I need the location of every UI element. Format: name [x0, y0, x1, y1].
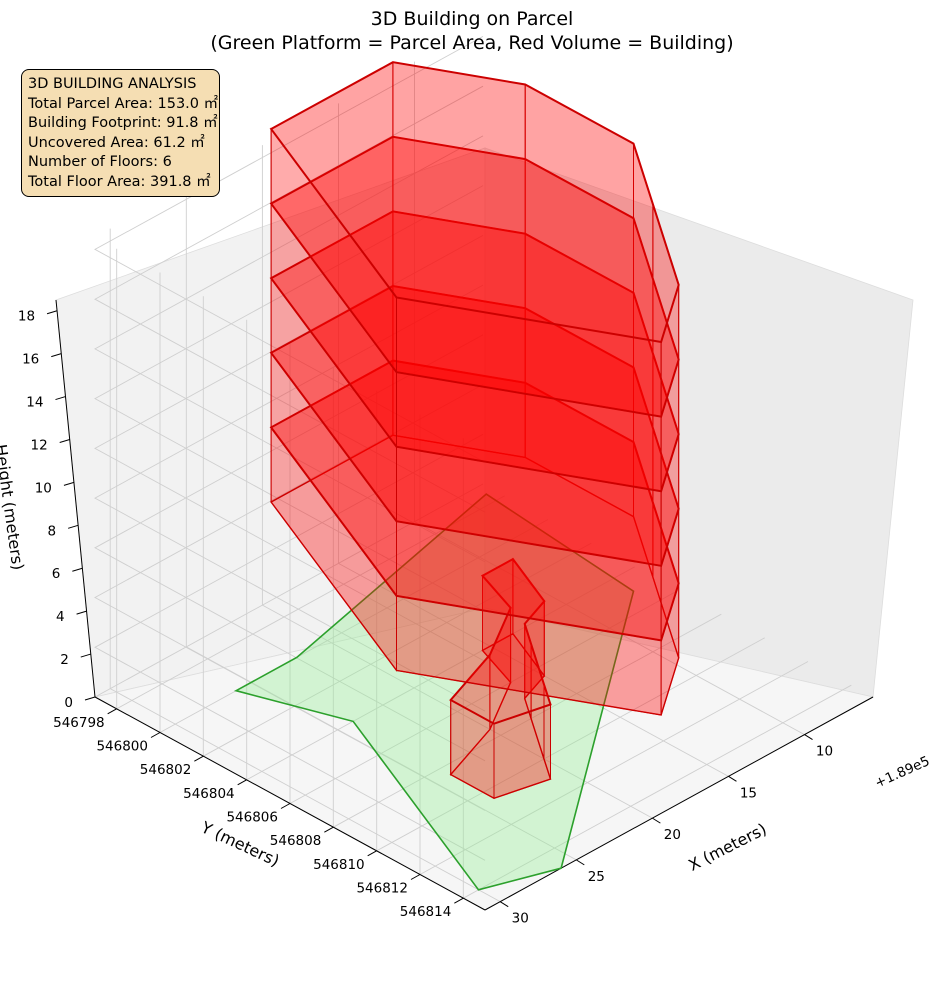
x-tick [499, 901, 509, 908]
z-tick [72, 567, 83, 572]
z-tick [63, 481, 75, 486]
x-tick [576, 859, 585, 866]
floor-5 [269, 135, 680, 492]
z-tick-label: 8 [48, 523, 57, 539]
z-tick-label: 16 [22, 352, 39, 368]
z-tick-label: 18 [18, 309, 35, 325]
y-tick-label: 546806 [226, 810, 278, 826]
x-tick [652, 817, 661, 824]
z-tick [46, 310, 58, 315]
x-offset-label: +1.89e5 [873, 753, 933, 791]
y-tick-label: 546814 [400, 904, 452, 920]
chart-subtitle: (Green Platform = Parcel Area, Red Volum… [210, 32, 733, 54]
z-tick-label: 14 [26, 395, 43, 411]
y-tick [410, 874, 421, 880]
z-tick [80, 653, 91, 658]
z-tick [55, 396, 66, 401]
floor-slab-top [269, 61, 680, 344]
floor-4 [269, 210, 680, 567]
x-axis-label: X (meters) [685, 819, 769, 875]
floor-1 [449, 557, 552, 800]
floor-3 [269, 284, 680, 642]
z-axis-line [55, 299, 96, 698]
x-axis-line [484, 696, 874, 911]
z-tick-label: 10 [35, 480, 52, 496]
info-total-parcel-area: Total Parcel Area: 153.0 ㎡ [28, 95, 219, 112]
y-tick-label: 546802 [140, 762, 192, 778]
floor-2 [269, 359, 680, 716]
z-gridline [94, 384, 486, 811]
info-heading: 3D BUILDING ANALYSIS [28, 76, 197, 92]
floor-6 [269, 61, 680, 418]
y-tick-label: 546812 [356, 881, 408, 897]
z-tick-label: 4 [56, 609, 65, 625]
x-tick [728, 775, 737, 782]
y-tick-label: 546800 [96, 739, 148, 755]
analysis-info-box: 3D BUILDING ANALYSIS Total Parcel Area: … [21, 69, 220, 197]
info-building-footprint: Building Footprint: 91.8 ㎡ [28, 115, 218, 131]
x-tick [804, 734, 813, 741]
z-axis-label: Height (meters) [0, 443, 28, 571]
z-tick-label: 12 [31, 437, 48, 453]
y-tick [107, 708, 117, 715]
z-tick-label: 2 [60, 652, 69, 668]
tick-labels: 1015202530546798546800546802546804546806… [18, 309, 833, 927]
x-tick-label: 15 [740, 785, 757, 801]
y-tick [194, 755, 204, 762]
y-tick [237, 779, 247, 786]
chart-title: 3D Building on Parcel [371, 8, 574, 30]
z-tick [67, 524, 79, 529]
z-tick [59, 439, 70, 443]
x-tick-label: 10 [816, 744, 833, 760]
info-total-floor-area: Total Floor Area: 391.8 ㎡ [28, 173, 211, 190]
info-number-of-floors: Number of Floors: 6 [28, 154, 172, 170]
x-tick-label: 30 [512, 911, 529, 927]
y-tick [454, 897, 464, 904]
y-tick [367, 850, 377, 857]
z-gridline [94, 433, 486, 861]
parcel-polygon [233, 493, 635, 891]
y-tick [280, 803, 291, 809]
y-tick [150, 732, 161, 738]
z-tick [84, 696, 96, 701]
y-tick-label: 546804 [183, 786, 235, 802]
z-tick [76, 610, 87, 615]
building-layer [269, 61, 680, 800]
y-tick-label: 546810 [313, 857, 365, 873]
y-tick-label: 546808 [270, 833, 322, 849]
x-tick-label: 25 [588, 869, 605, 885]
z-gridline [94, 284, 486, 712]
z-tick [51, 353, 62, 358]
z-tick-label: 0 [64, 695, 73, 711]
y-tick-label: 546798 [53, 715, 105, 731]
z-gridline [94, 135, 486, 563]
x-tick-label: 20 [664, 827, 681, 843]
floor-slab-top [449, 557, 552, 725]
parcel-layer [233, 493, 635, 891]
z-gridline [94, 334, 486, 762]
z-tick-label: 6 [52, 566, 61, 582]
y-tick [324, 826, 334, 833]
info-uncovered-area: Uncovered Area: 61.2 ㎡ [28, 134, 205, 151]
